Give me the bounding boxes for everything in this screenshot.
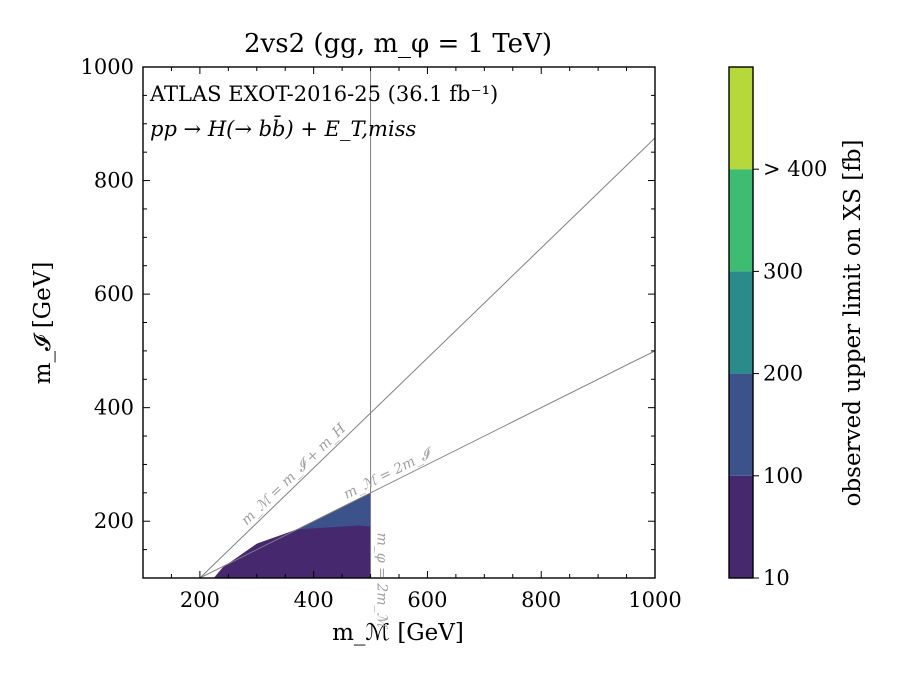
x-axis-label: m_ℳ [GeV] bbox=[332, 620, 464, 646]
reference-line-1 bbox=[199, 350, 655, 578]
reference-line-0 bbox=[199, 137, 655, 578]
y-axis-label: m_𝓘 [GeV] bbox=[30, 262, 56, 385]
reference-line-label-1: m_ℳ = 2m_𝓘 bbox=[341, 444, 437, 503]
experiment-annotation: ATLAS EXOT-2016-25 (36.1 fb⁻¹) bbox=[149, 82, 498, 106]
reference-lines bbox=[199, 67, 655, 578]
region-layer bbox=[213, 492, 371, 578]
x-tick-label: 1000 bbox=[628, 588, 681, 612]
axis-ticks: 200 400 600 800 1000 200 400 600 800 1000 bbox=[81, 55, 682, 612]
colorbar-frame bbox=[728, 66, 754, 579]
colorbar-bin-2 bbox=[729, 271, 753, 374]
process-annotation: pp → H(→ bb̄) + E_T,miss bbox=[150, 115, 416, 141]
colorbar-bin-1 bbox=[729, 373, 753, 476]
region-1 bbox=[213, 525, 371, 578]
reference-line-label-2: m_φ = 2m_ℳ bbox=[374, 533, 390, 630]
y-tick-label: 400 bbox=[94, 396, 134, 420]
colorbar: 10 100 200 300 > 400 bbox=[728, 66, 827, 590]
colorbar-bin-0 bbox=[729, 475, 753, 578]
y-tick-label: 1000 bbox=[81, 55, 134, 79]
colorbar-tick-label: 300 bbox=[763, 259, 803, 283]
x-tick-label: 600 bbox=[407, 588, 447, 612]
y-tick-label: 800 bbox=[94, 169, 134, 193]
colorbar-bin-3 bbox=[729, 169, 753, 272]
plot-frame bbox=[142, 66, 656, 579]
colorbar-tick-label: 200 bbox=[763, 362, 803, 386]
colorbar-label: observed upper limit on XS [fb] bbox=[840, 140, 866, 507]
x-tick-label: 400 bbox=[294, 588, 334, 612]
colorbar-tick-label: 100 bbox=[763, 464, 803, 488]
y-tick-label: 600 bbox=[94, 282, 134, 306]
x-tick-label: 800 bbox=[521, 588, 561, 612]
y-tick-label: 200 bbox=[94, 509, 134, 533]
colorbar-bin-4 bbox=[729, 67, 753, 170]
colorbar-tick-label: 10 bbox=[763, 566, 790, 590]
colorbar-tick-label: > 400 bbox=[763, 157, 827, 181]
chart-title: 2vs2 (gg, m_φ = 1 TeV) bbox=[244, 29, 552, 59]
x-tick-label: 200 bbox=[180, 588, 220, 612]
